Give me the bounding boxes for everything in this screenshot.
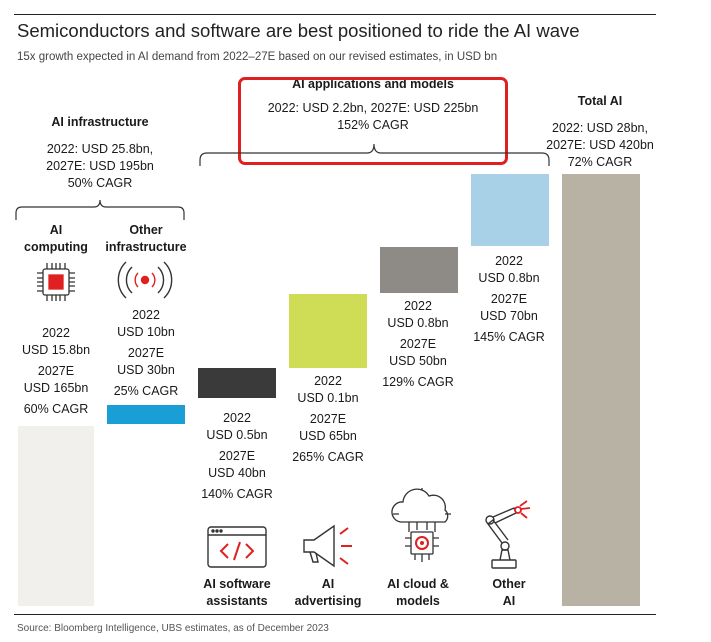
wireless-signal-icon (117, 261, 173, 299)
infrastructure-title: AI infrastructure (51, 115, 149, 129)
values-ai-computing: 2022 USD 15.8bn 2027E USD 165bn 60% CAGR (21, 326, 91, 416)
total-group-header: Total AI 2022: USD 28bn, 2027E: USD 420b… (540, 93, 660, 171)
label-ai-computing: AI computing (24, 223, 88, 254)
source-note: Source: Bloomberg Intelligence, UBS esti… (17, 623, 329, 634)
infrastructure-group-header: AI infrastructure 2022: USD 25.8bn, 2027… (0, 114, 200, 192)
bar-ai-computing (18, 425, 94, 606)
label-ai-cloud-models: AI cloud & models (387, 577, 449, 608)
label-ai-advertising: AI advertising (294, 577, 362, 608)
applications-title: AI applications and models (292, 77, 454, 91)
chip-icon (37, 263, 75, 301)
total-title: Total AI (577, 94, 623, 108)
applications-line1: 2022: USD 2.2bn, 2027E: USD 225bn (267, 101, 479, 115)
applications-line2: 152% CAGR (337, 118, 409, 132)
bottom-rule (14, 614, 656, 615)
chart-title: Semiconductors and software are best pos… (17, 20, 580, 41)
values-ai-cloud-models: 2022 USD 0.8bn 2027E USD 50bn 129% CAGR (382, 299, 454, 389)
label-other-ai: Other AI (492, 577, 526, 608)
infrastructure-line2: 2027E: USD 195bn (46, 159, 154, 173)
bar-ai-cloud-models (380, 247, 458, 293)
total-line2: 2027E: USD 420bn (546, 138, 654, 152)
bar-other-infrastructure (107, 404, 185, 424)
cloud-chip-icon (391, 488, 451, 562)
applications-group-header: AI applications and models 2022: USD 2.2… (238, 76, 508, 134)
code-window-icon (207, 526, 267, 568)
bar-total-ai (562, 174, 640, 606)
values-other-infrastructure: 2022 USD 10bn 2027E USD 30bn 25% CAGR (113, 308, 179, 398)
bar-ai-software-assistants (198, 368, 276, 398)
infrastructure-line1: 2022: USD 25.8bn, (46, 142, 154, 156)
infrastructure-line3: 50% CAGR (67, 176, 133, 190)
total-line3: 72% CAGR (567, 155, 633, 169)
bar-ai-advertising (289, 294, 367, 368)
top-rule (14, 14, 656, 15)
robot-arm-icon (485, 500, 531, 569)
total-line1: 2022: USD 28bn, (552, 121, 648, 135)
megaphone-icon (303, 524, 352, 568)
chart-subtitle: 15x growth expected in AI demand from 20… (17, 51, 498, 63)
label-ai-software-assistants: AI software assistants (203, 577, 271, 608)
bar-other-ai (471, 174, 549, 246)
label-other-infrastructure: Other infrastructure (105, 223, 187, 254)
applications-highlight-box (238, 77, 508, 165)
values-ai-software-assistants: 2022 USD 0.5bn 2027E USD 40bn 140% CAGR (201, 411, 273, 501)
values-other-ai: 2022 USD 0.8bn 2027E USD 70bn 145% CAGR (473, 254, 545, 344)
values-ai-advertising: 2022 USD 0.1bn 2027E USD 65bn 265% CAGR (292, 374, 364, 464)
